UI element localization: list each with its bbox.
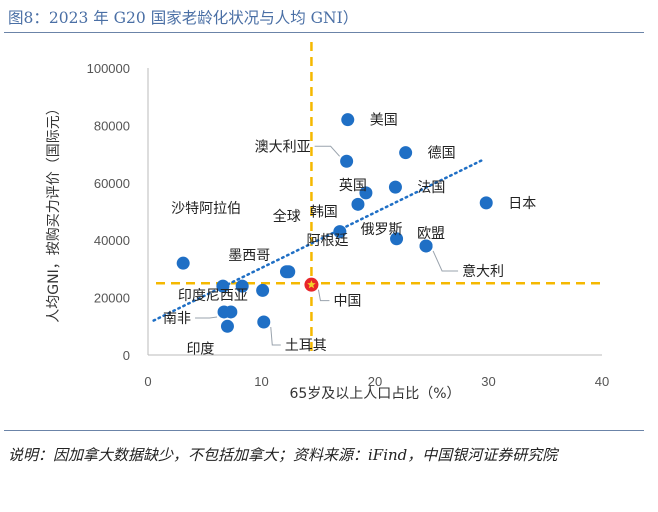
data-point: [351, 197, 365, 211]
title-rule: [4, 32, 644, 33]
scatter-chart: 0 20000 40000 60000 80000 100000 0 10 20 30 40 美国…: [46, 42, 609, 402]
point-label-土耳其: 土耳其: [285, 338, 327, 354]
data-point-阿根廷: [279, 265, 293, 279]
point-label-中国: 中国: [333, 294, 361, 310]
y-tick-label: 80000: [94, 118, 130, 133]
point-label-意大利: 意大利: [462, 263, 504, 280]
leader-lines: [195, 145, 459, 346]
y-tick-label: 100000: [87, 61, 130, 76]
point-label-日本: 日本: [508, 196, 536, 212]
point-label-沙特阿拉伯: 沙特阿拉伯: [171, 201, 241, 217]
point-label-全球: 全球: [273, 208, 301, 225]
data-point-土耳其: [257, 315, 271, 329]
point-label-美国: 美国: [370, 113, 398, 129]
data-point: [256, 283, 270, 297]
point-label-印度: 印度: [186, 341, 214, 357]
data-point-俄罗斯: [390, 232, 404, 246]
data-point-澳大利亚: [340, 154, 354, 168]
y-tick-label: 60000: [94, 176, 130, 191]
point-label-德国: 德国: [428, 146, 456, 162]
point-label-欧盟: 欧盟: [417, 226, 445, 242]
data-point-沙特阿拉伯: [176, 256, 190, 270]
x-tick-label: 20: [368, 374, 382, 389]
leader-line: [314, 145, 340, 157]
point-label-英国: 英国: [339, 177, 367, 194]
point-label-澳大利亚: 澳大利亚: [255, 139, 311, 155]
data-point-墨西哥: [235, 279, 249, 293]
data-point-意大利: [419, 239, 433, 253]
source-note: 说明：因加拿大数据缺少，不包括加拿大；资料来源：iFind，中国银河证券研究院: [8, 446, 558, 464]
point-label-韩国: 韩国: [310, 205, 338, 221]
data-point-美国: [341, 113, 355, 127]
point-label-墨西哥: 墨西哥: [228, 248, 270, 264]
leader-line: [195, 316, 218, 319]
x-tick-label: 30: [481, 374, 495, 389]
x-axis-label: 65岁及以上人口占比（%）: [289, 386, 460, 402]
leader-line: [317, 289, 330, 302]
x-tick-label: 10: [254, 374, 268, 389]
data-point-法国: [388, 180, 402, 194]
point-label-南非: 南非: [163, 311, 191, 327]
x-tick-label: 0: [144, 374, 151, 389]
leader-line: [432, 250, 459, 272]
data-point-印度: [220, 319, 234, 333]
point-label-俄罗斯: 俄罗斯: [361, 222, 403, 238]
x-tick-label: 40: [595, 374, 609, 389]
data-point-韩国: [333, 225, 347, 239]
data-point-印度尼西亚: [216, 279, 230, 293]
y-tick-label: 40000: [94, 233, 130, 248]
figure-title: 图8：2023 年 G20 国家老龄化状况与人均 GNI）: [8, 9, 359, 27]
data-point-日本: [479, 196, 493, 210]
leader-line: [270, 326, 281, 346]
y-tick-label: 0: [123, 348, 130, 363]
note-rule: [4, 430, 644, 431]
point-label-印度尼西亚: 印度尼西亚: [178, 288, 248, 304]
data-point-英国: [359, 186, 373, 200]
data-points: [176, 113, 493, 333]
point-label-阿根廷: 阿根廷: [306, 233, 348, 249]
y-axis-label: 人均GNI，按购买力评价（国际元）: [46, 101, 62, 322]
y-axis-ticks: 0 20000 40000 60000 80000 100000: [87, 61, 130, 363]
point-label-法国: 法国: [417, 180, 445, 196]
data-point: [224, 305, 238, 319]
star-icon: [307, 280, 316, 289]
y-tick-label: 20000: [94, 291, 130, 306]
x-axis-ticks: 0 10 20 30 40: [144, 374, 609, 389]
data-point-德国: [399, 146, 413, 160]
trendline: [152, 158, 485, 322]
